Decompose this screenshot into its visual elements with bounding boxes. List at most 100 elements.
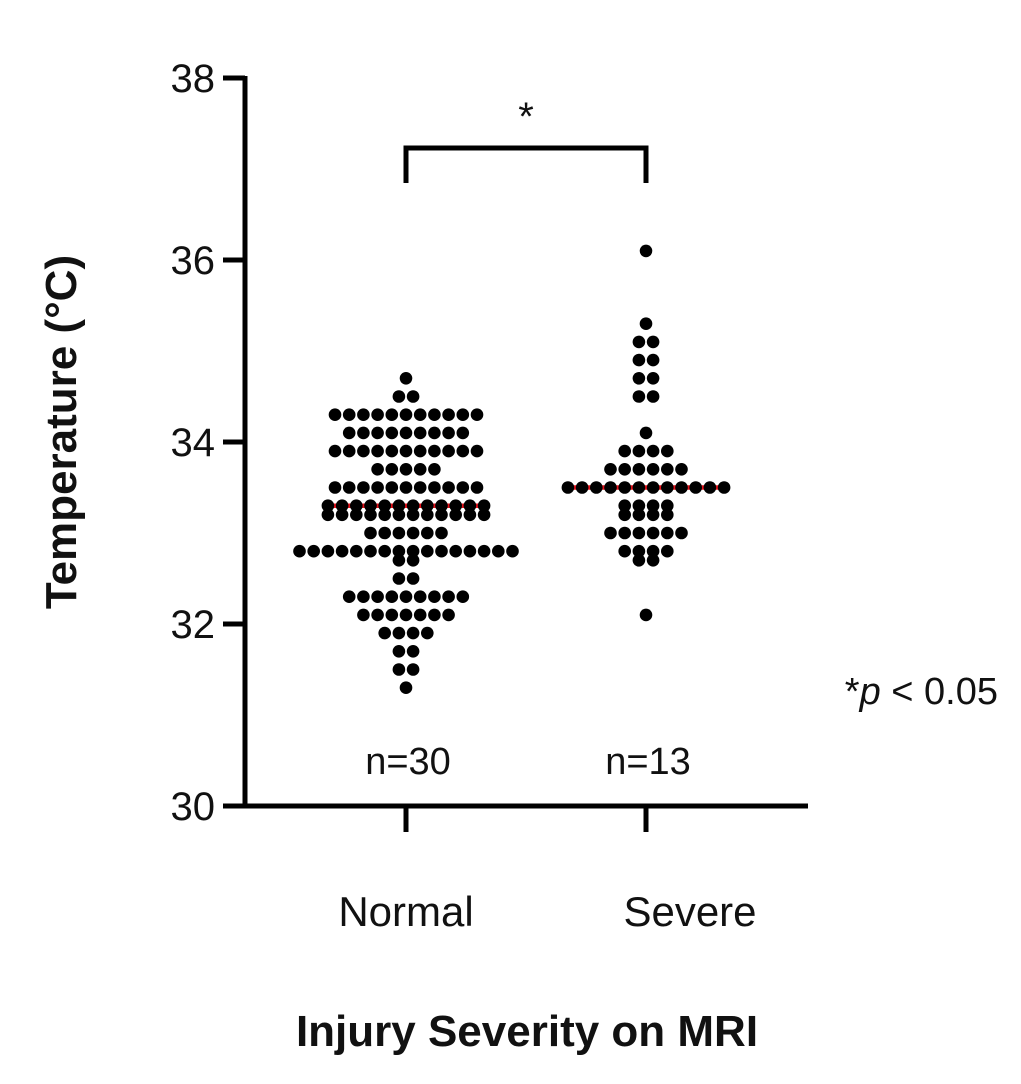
data-point: [661, 526, 674, 540]
data-point: [385, 590, 399, 603]
data-point: [342, 590, 356, 603]
data-point: [385, 408, 399, 422]
data-point: [357, 608, 370, 622]
data-point: [321, 544, 335, 558]
data-point: [321, 499, 335, 512]
data-point: [350, 544, 363, 558]
data-point: [492, 544, 505, 558]
y-tick-label: 32: [171, 603, 216, 647]
data-point: [632, 544, 646, 558]
data-point: [406, 645, 420, 658]
x-tick-label-severe: Severe: [623, 888, 756, 935]
data-point: [646, 481, 660, 494]
data-point: [456, 590, 470, 603]
data-point: [449, 544, 463, 558]
data-point: [646, 526, 660, 540]
data-point: [399, 590, 413, 603]
data-point: [307, 544, 321, 558]
data-point: [364, 544, 377, 558]
data-point: [364, 526, 377, 540]
data-point: [632, 481, 646, 494]
data-point: [350, 499, 363, 512]
data-point: [421, 544, 434, 558]
data-point: [328, 444, 342, 458]
data-point: [399, 408, 413, 422]
data-point: [399, 608, 413, 622]
data-point: [604, 481, 617, 494]
data-point: [661, 481, 674, 494]
data-point: [413, 408, 427, 422]
data-point: [342, 408, 356, 422]
data-point: [632, 554, 646, 567]
data-point: [435, 508, 448, 522]
data-point: [646, 372, 660, 385]
data-point: [364, 499, 377, 512]
data-point: [357, 481, 370, 494]
data-point: [618, 481, 631, 494]
data-point: [385, 463, 399, 476]
significance-marker: *: [518, 95, 534, 139]
data-point: [463, 499, 477, 512]
data-point: [392, 554, 406, 567]
data-point: [406, 508, 420, 522]
data-point: [385, 608, 399, 622]
data-point: [632, 353, 646, 367]
data-point: [442, 590, 455, 603]
data-point: [399, 426, 413, 440]
data-point: [661, 444, 674, 458]
data-point: [413, 426, 427, 440]
y-tick-label: 30: [171, 785, 216, 829]
data-point: [406, 526, 420, 540]
data-point: [406, 554, 420, 567]
data-point: [618, 544, 631, 558]
data-point: [661, 544, 674, 558]
data-point: [371, 408, 384, 422]
data-point: [470, 481, 484, 494]
y-tick-label: 34: [171, 421, 216, 465]
data-point: [435, 526, 448, 540]
data-point: [421, 508, 434, 522]
data-point: [428, 444, 441, 458]
data-point: [378, 508, 392, 522]
data-point: [392, 544, 406, 558]
data-point: [470, 444, 484, 458]
data-point: [413, 608, 427, 622]
data-point: [639, 244, 653, 258]
data-point: [371, 608, 384, 622]
data-point: [357, 426, 370, 440]
sample-size-label: n=13: [605, 741, 691, 783]
data-point: [689, 481, 702, 494]
data-point: [632, 508, 646, 522]
data-point: [575, 481, 589, 494]
data-point: [604, 463, 617, 476]
data-point: [335, 499, 349, 512]
data-point: [399, 372, 413, 385]
data-point: [392, 390, 406, 403]
data-point: [442, 444, 455, 458]
data-point: [428, 408, 441, 422]
data-point: [675, 481, 688, 494]
data-point: [406, 544, 420, 558]
data-point: [661, 508, 674, 522]
data-point: [618, 499, 631, 512]
data-point: [632, 335, 646, 349]
data-point: [646, 390, 660, 403]
data-point: [385, 426, 399, 440]
data-point: [618, 463, 631, 476]
data-point: [632, 526, 646, 540]
data-point: [342, 481, 356, 494]
data-point: [350, 508, 363, 522]
data-point: [399, 463, 413, 476]
data-point: [646, 335, 660, 349]
data-point: [590, 481, 603, 494]
data-point: [675, 526, 688, 540]
data-point: [442, 426, 455, 440]
data-point: [456, 481, 470, 494]
data-point: [335, 508, 349, 522]
data-point: [470, 408, 484, 422]
data-point: [435, 544, 448, 558]
data-point: [717, 481, 731, 494]
data-point: [639, 317, 653, 331]
data-point: [399, 481, 413, 494]
data-point: [378, 526, 392, 540]
